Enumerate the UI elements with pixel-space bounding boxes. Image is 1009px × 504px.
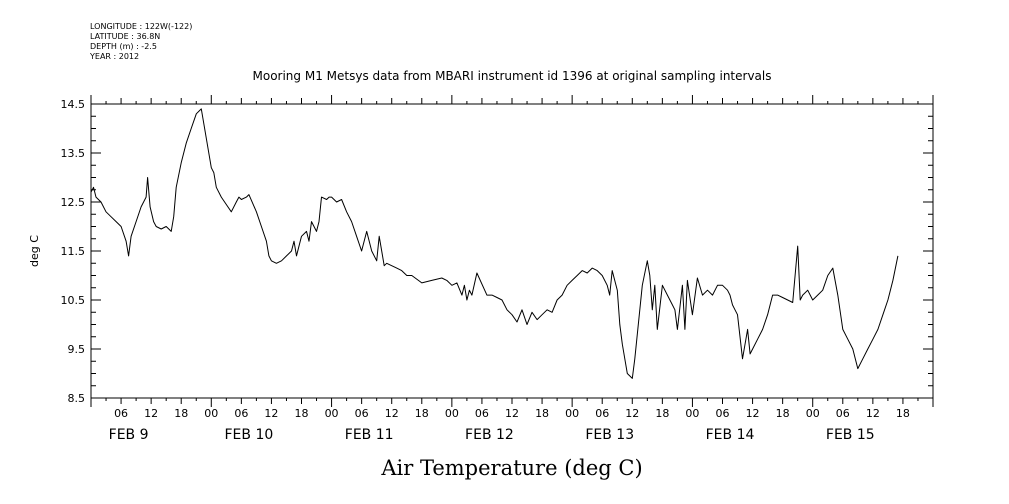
x-axis-label: Air Temperature (deg C)	[380, 456, 642, 480]
x-day-label: FEB 12	[465, 427, 514, 443]
x-day-label: FEB 14	[706, 427, 755, 443]
y-tick-label: 8.5	[68, 392, 86, 405]
latitude-text: LATITUDE : 36.8N	[90, 32, 161, 41]
x-day-label: FEB 9	[109, 427, 149, 443]
x-hour-label: 06	[234, 407, 248, 420]
x-hour-label: 00	[204, 407, 218, 420]
x-hour-label: 06	[716, 407, 730, 420]
longitude-text: LONGITUDE : 122W(-122)	[90, 22, 193, 31]
x-hour-label: 12	[625, 407, 639, 420]
x-hour-label: 00	[685, 407, 699, 420]
x-hour-label: 18	[776, 407, 790, 420]
x-hour-label: 18	[174, 407, 188, 420]
y-tick-label: 10.5	[61, 294, 86, 307]
x-hour-label: 18	[655, 407, 669, 420]
x-day-label: FEB 13	[585, 427, 634, 443]
y-axis-label: deg C	[28, 235, 41, 267]
x-axis: 06 12 18 00 06 12 18 00 06 12 18 00 06 12 18 00 06 12 18 00…	[90, 95, 934, 443]
x-hour-label: 00	[325, 407, 339, 420]
x-hour-label: 12	[746, 407, 760, 420]
year-text: YEAR : 2012	[90, 52, 140, 61]
y-tick-label: 14.5	[61, 98, 86, 111]
x-hour-label: 06	[475, 407, 489, 420]
x-hour-label: 00	[445, 407, 459, 420]
y-tick-label: 9.5	[68, 343, 86, 356]
plot-frame	[90, 103, 934, 399]
x-hour-label: 06	[114, 407, 128, 420]
y-tick-label: 11.5	[61, 245, 86, 258]
x-hour-label: 18	[535, 407, 549, 420]
x-hour-label: 12	[505, 407, 519, 420]
x-hour-label: 18	[896, 407, 910, 420]
x-hour-label: 06	[355, 407, 369, 420]
x-day-label: FEB 15	[826, 427, 875, 443]
x-hour-label: 12	[866, 407, 880, 420]
y-tick-label: 13.5	[61, 147, 86, 160]
location-metadata: LONGITUDE : 122W(-122) LATITUDE : 36.8N …	[90, 22, 192, 62]
depth-text: DEPTH (m) : -2.5	[90, 42, 157, 51]
x-hour-label: 18	[295, 407, 309, 420]
x-hour-label: 12	[385, 407, 399, 420]
x-hour-label: 00	[806, 407, 820, 420]
x-hour-label: 06	[595, 407, 609, 420]
x-day-label: FEB 11	[345, 427, 394, 443]
y-axis: 8.5 9.5 10.5 11.5 12.5 13.5 14.5	[61, 98, 933, 405]
x-hour-label: 18	[415, 407, 429, 420]
chart-title: Mooring M1 Metsys data from MBARI instru…	[253, 69, 772, 83]
x-hour-label: 00	[565, 407, 579, 420]
series-layer	[90, 108, 899, 379]
y-tick-label: 12.5	[61, 196, 86, 209]
x-hour-label: 06	[836, 407, 850, 420]
series-line	[90, 108, 899, 379]
x-day-label: FEB 10	[224, 427, 273, 443]
x-hour-label: 12	[144, 407, 158, 420]
x-hour-label: 12	[264, 407, 278, 420]
